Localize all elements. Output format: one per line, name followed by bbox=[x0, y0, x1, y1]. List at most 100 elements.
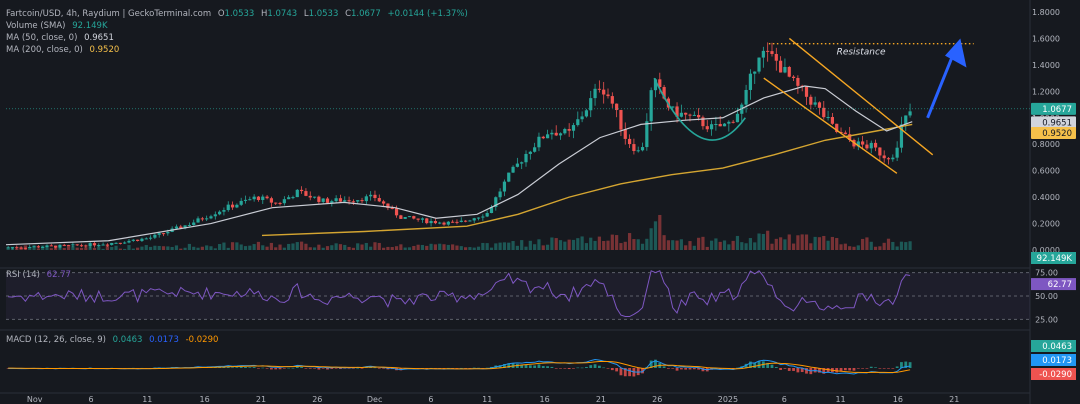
ma200-badge: 0.9520 bbox=[1042, 129, 1072, 139]
time-tick-label: 11 bbox=[142, 395, 152, 404]
candle-body bbox=[205, 218, 209, 220]
candle-body bbox=[127, 240, 131, 243]
macd-histogram-bar bbox=[477, 367, 480, 369]
volume-bar bbox=[19, 246, 23, 250]
macd-legend: MACD (12, 26, close, 9) 0.0463 0.0173 -0… bbox=[6, 335, 219, 345]
volume-bar bbox=[200, 246, 204, 250]
time-tick-label: 16 bbox=[200, 395, 210, 404]
macd-histogram-bar bbox=[546, 366, 549, 368]
candle-body bbox=[325, 198, 330, 203]
macd-histogram-bar bbox=[244, 366, 247, 368]
volume-bar bbox=[649, 228, 653, 250]
volume-bar bbox=[174, 245, 179, 250]
cup-pattern-arc bbox=[653, 77, 746, 141]
candle-body bbox=[610, 96, 614, 104]
volume-bar bbox=[45, 246, 49, 250]
macd-histogram-bar bbox=[572, 368, 575, 369]
candle-body bbox=[774, 53, 778, 61]
candle-body bbox=[727, 121, 731, 124]
candle-body bbox=[571, 125, 576, 131]
macd-histogram-bar bbox=[891, 368, 895, 369]
macd-histogram-bar bbox=[766, 362, 770, 368]
volume-bar bbox=[619, 243, 623, 250]
volume-bar bbox=[830, 236, 835, 250]
candle-body bbox=[835, 123, 839, 132]
macd-hist-badge: -0.0290 bbox=[1039, 370, 1072, 380]
macd-histogram-bar bbox=[895, 366, 899, 368]
volume-bar bbox=[403, 247, 407, 250]
macd-histogram-bar bbox=[442, 368, 446, 369]
rsi-badge: 62.77 bbox=[1048, 280, 1072, 290]
volume-bar bbox=[653, 221, 658, 250]
candle-body bbox=[545, 134, 550, 139]
candle-body bbox=[269, 198, 273, 203]
volume-bar bbox=[131, 248, 135, 250]
candle-body bbox=[218, 211, 222, 215]
volume-bar bbox=[49, 248, 53, 250]
candle-body bbox=[343, 200, 347, 202]
macd-histogram-bar bbox=[576, 367, 580, 369]
macd-histogram-bar bbox=[671, 368, 675, 369]
volume-bar bbox=[584, 243, 589, 250]
volume-bar bbox=[472, 247, 476, 250]
macd-histogram-bar bbox=[649, 360, 653, 368]
candle-body bbox=[524, 153, 528, 163]
volume-bar bbox=[23, 245, 28, 250]
price-tick-label: 0.4000 bbox=[1032, 193, 1060, 202]
volume-bar bbox=[779, 237, 783, 250]
macd-histogram-bar bbox=[602, 367, 606, 369]
candle-body bbox=[766, 50, 770, 52]
volume-bar bbox=[761, 233, 765, 250]
volume-bar bbox=[662, 235, 666, 250]
candle-body bbox=[856, 141, 860, 147]
candle-body bbox=[472, 218, 476, 221]
volume-bar bbox=[636, 239, 640, 250]
macd-line bbox=[8, 359, 911, 375]
volume-bar bbox=[261, 245, 265, 250]
candle-body bbox=[28, 247, 32, 249]
close-value: 1.0677 bbox=[351, 9, 381, 19]
macd-histogram-bar bbox=[606, 368, 610, 369]
macd-histogram-bar bbox=[339, 368, 342, 369]
macd-histogram-bar bbox=[308, 368, 312, 369]
volume-bar bbox=[692, 245, 696, 250]
volume-bar bbox=[343, 244, 347, 250]
volume-bar bbox=[671, 240, 675, 250]
macd-histogram-bar bbox=[874, 367, 877, 368]
macd-histogram-bar bbox=[882, 368, 886, 369]
volume-bar bbox=[606, 240, 610, 250]
candle-body bbox=[252, 196, 256, 200]
volume-bar bbox=[856, 245, 860, 250]
candle-body bbox=[105, 244, 110, 246]
candle-body bbox=[92, 243, 97, 246]
volume-bar bbox=[533, 244, 537, 250]
candle-body bbox=[839, 131, 843, 133]
candle-body bbox=[265, 196, 269, 199]
macd-signal-line bbox=[8, 360, 911, 374]
macd-histogram-bar bbox=[610, 368, 614, 371]
volume-bar bbox=[399, 244, 403, 250]
volume-bar bbox=[6, 248, 10, 250]
macd-histogram-bar bbox=[291, 367, 295, 369]
candle-body bbox=[235, 204, 239, 208]
volume-bar bbox=[873, 246, 878, 250]
macd-histogram-bar bbox=[351, 368, 355, 369]
candle-body bbox=[697, 114, 701, 118]
macd-histogram-bar bbox=[744, 363, 748, 368]
volume-bar bbox=[356, 243, 360, 250]
time-tick-label: 16 bbox=[540, 395, 550, 404]
open-value: 1.0533 bbox=[224, 9, 255, 19]
volume-bar bbox=[891, 241, 895, 250]
volume-bar bbox=[282, 247, 286, 250]
candle-body bbox=[433, 221, 437, 224]
macd-histogram-bar bbox=[347, 368, 351, 369]
candle-body bbox=[369, 194, 373, 197]
volume-bar bbox=[425, 245, 429, 250]
macd-histogram-bar bbox=[257, 368, 260, 369]
macd-histogram-bar bbox=[304, 368, 308, 369]
volume-bar bbox=[835, 238, 839, 250]
candle-body bbox=[382, 201, 386, 204]
candle-body bbox=[653, 79, 658, 91]
high-value: 1.0743 bbox=[267, 9, 298, 19]
macd-histogram-bar bbox=[300, 367, 304, 368]
